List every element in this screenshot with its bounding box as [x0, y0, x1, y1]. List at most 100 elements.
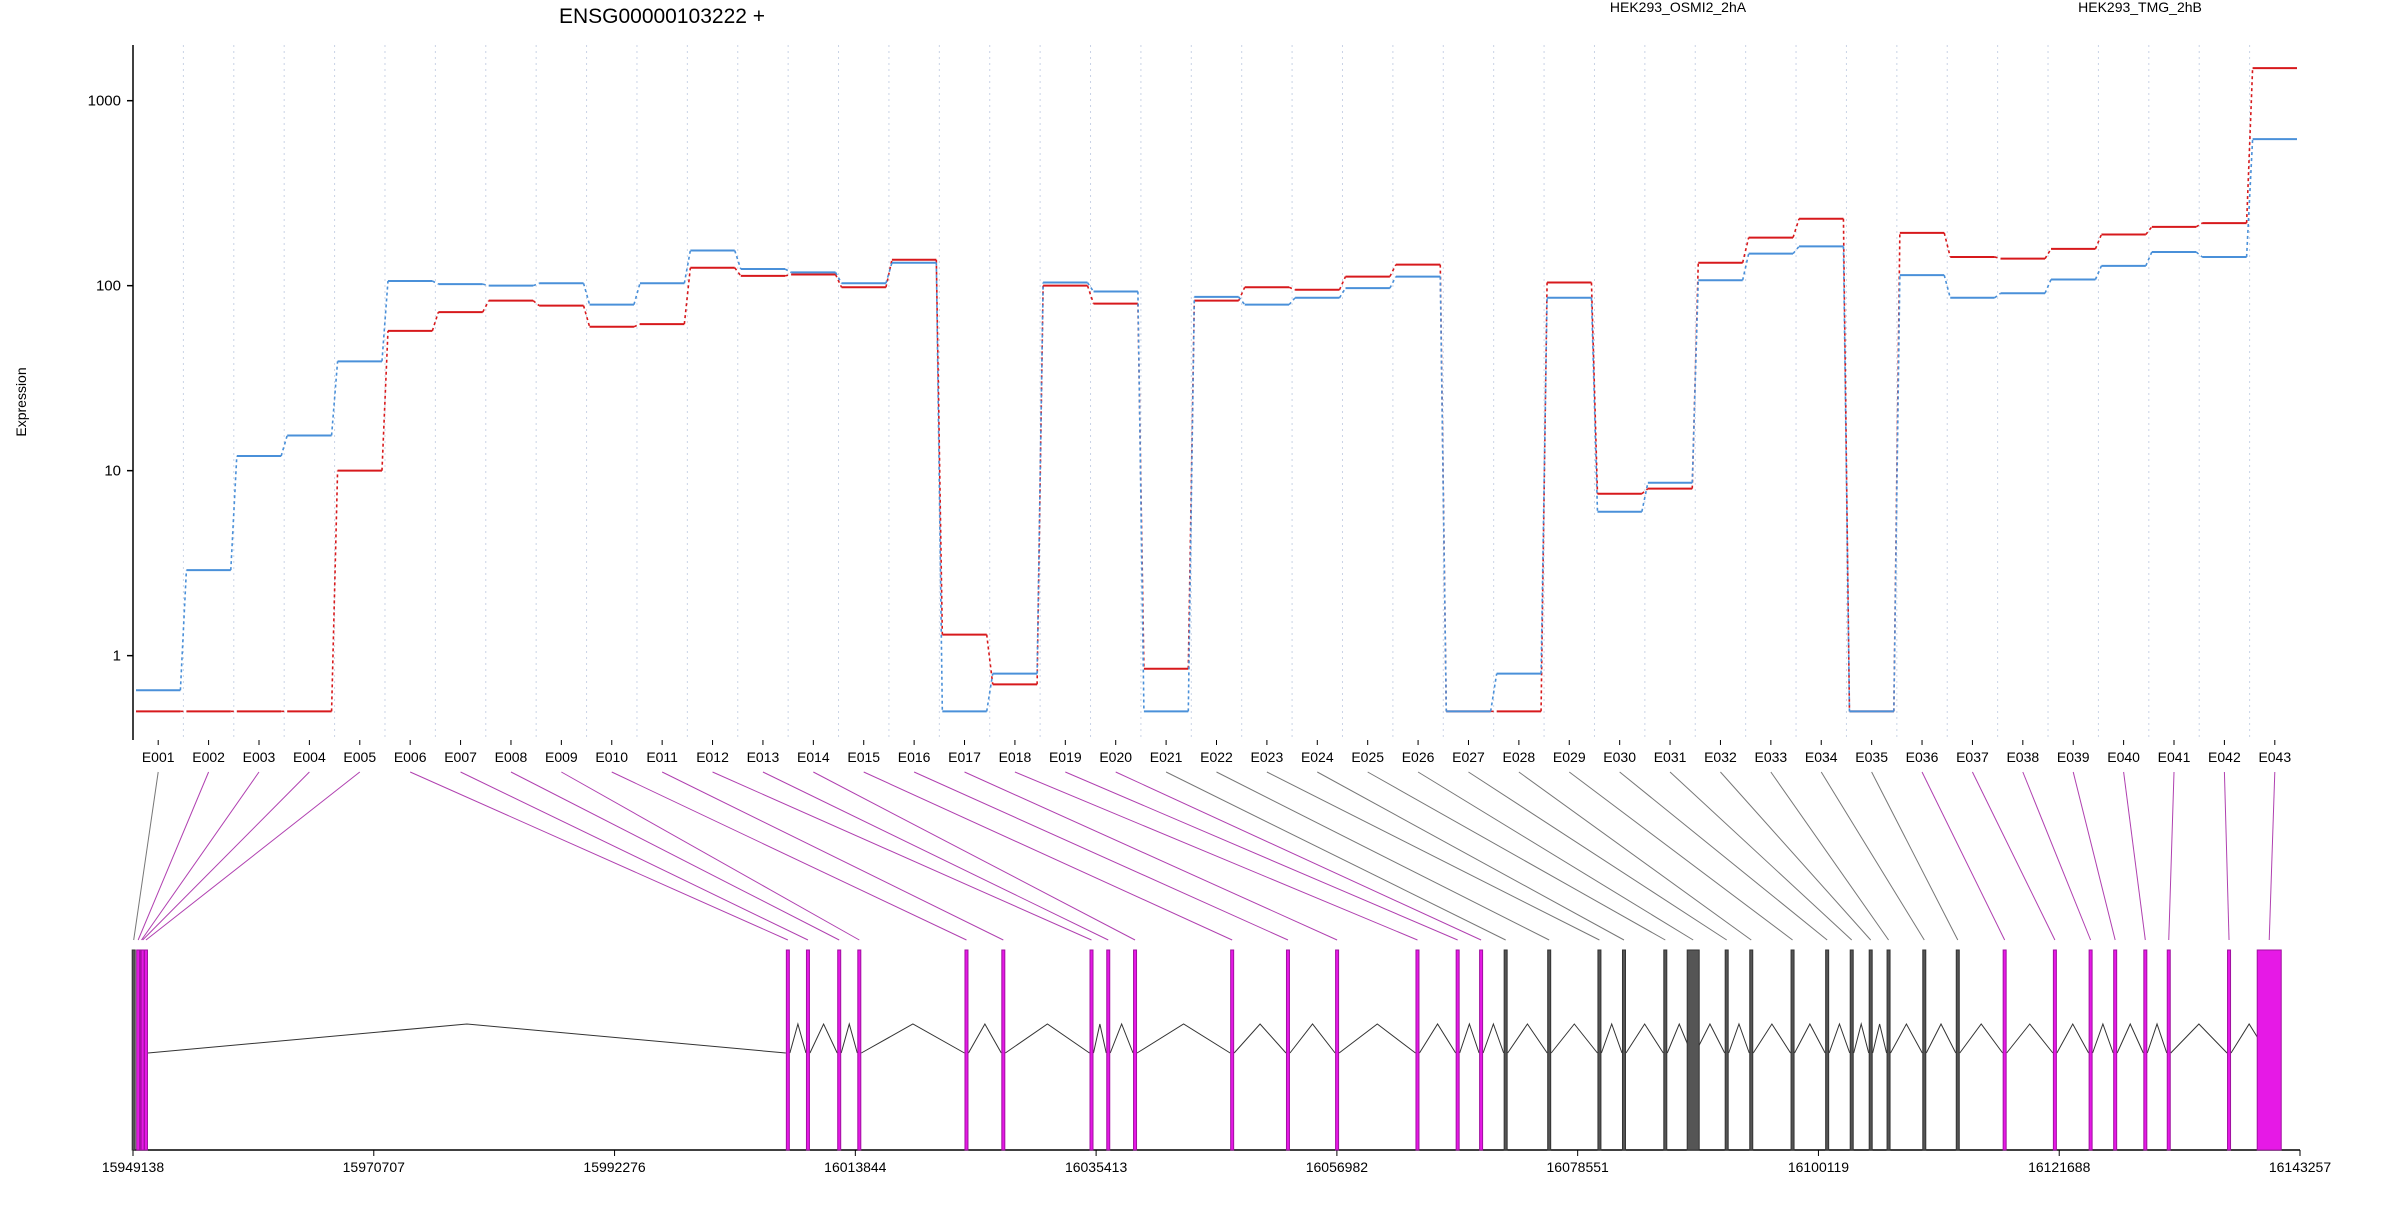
exon-connector: [1216, 771, 1550, 941]
series-connector: [834, 271, 843, 284]
exon-connector: [813, 771, 1136, 941]
genomic-tick-label: 16143257: [2269, 1159, 2332, 1175]
x-tick-label: E039: [2057, 749, 2090, 765]
series-connector: [482, 300, 490, 313]
x-tick-label: E001: [142, 749, 175, 765]
genomic-tick-label: 16013844: [824, 1159, 887, 1175]
intron: [1853, 1022, 1870, 1054]
intron: [1625, 1023, 1664, 1054]
x-tick-label: E003: [243, 749, 276, 765]
series-connector: [834, 274, 843, 288]
series-connector: [280, 435, 288, 457]
exon-block: [131, 949, 136, 1151]
series-connector: [2145, 226, 2153, 236]
series-connector: [985, 634, 994, 685]
series-connector: [885, 259, 893, 288]
exon-connector: [1619, 771, 1828, 941]
x-tick-label: E005: [343, 749, 376, 765]
x-tick-label: E012: [696, 749, 729, 765]
series-connector: [582, 305, 591, 327]
exon-block: [1663, 949, 1668, 1151]
series-connector: [1641, 487, 1649, 495]
series-connector: [2094, 234, 2103, 250]
intron: [1794, 1022, 1826, 1054]
exon-connector: [1165, 771, 1506, 941]
exon-block: [1479, 949, 1484, 1151]
exon-block: [1868, 949, 1873, 1151]
series-connector: [935, 259, 944, 635]
exon-connector: [1971, 771, 2056, 941]
series-connector: [1590, 282, 1599, 494]
exon-connector: [1820, 771, 1925, 941]
series-connector: [1086, 282, 1095, 292]
exon-connector: [964, 771, 1338, 941]
x-tick-label: E041: [2158, 749, 2191, 765]
intron: [1459, 1022, 1480, 1054]
exon-connector: [1518, 771, 1752, 941]
x-tick-label: E028: [1503, 749, 1536, 765]
x-tick-label: E023: [1251, 749, 1284, 765]
series-connector: [2245, 139, 2254, 257]
x-tick-label: E035: [1855, 749, 1888, 765]
exon-connector: [409, 771, 789, 941]
exon-block: [143, 949, 148, 1151]
x-tick-label: E008: [495, 749, 528, 765]
exon-connector: [2168, 771, 2175, 941]
series-connector: [1792, 245, 1800, 255]
series-connector: [1994, 256, 2001, 260]
series-connector: [229, 455, 238, 571]
exon-connector: [2223, 771, 2230, 941]
series-connector: [1741, 253, 1750, 281]
exon-block: [1503, 949, 1508, 1151]
series-connector: [1238, 296, 1246, 306]
y-tick-label: 1000: [88, 93, 121, 110]
exon-block: [1724, 949, 1729, 1151]
genomic-tick-label: 15949138: [102, 1159, 165, 1175]
series-osmi2: [136, 67, 2297, 713]
intron: [1507, 1023, 1548, 1054]
x-tick-label: E027: [1452, 749, 1485, 765]
exon-block: [1230, 949, 1235, 1151]
exon-block: [2113, 949, 2118, 1151]
x-tick-label: E042: [2208, 749, 2241, 765]
x-tick-label: E033: [1754, 749, 1787, 765]
exon-connector: [1417, 771, 1694, 941]
x-tick-label: E029: [1553, 749, 1586, 765]
series-connector: [432, 280, 439, 285]
x-tick-label: E030: [1603, 749, 1636, 765]
x-tick-label: E016: [898, 749, 931, 765]
exon-connector: [561, 771, 860, 941]
x-tick-label: E031: [1654, 749, 1687, 765]
series-connector: [2145, 251, 2153, 267]
series-connector: [1389, 276, 1397, 289]
exon-connector: [1669, 771, 1853, 941]
series-connector: [1792, 218, 1800, 238]
series-connector: [2094, 265, 2103, 280]
intron: [1828, 1022, 1851, 1054]
y-tick-label: 1: [113, 648, 121, 665]
series-connector: [1943, 232, 1952, 258]
exon-block: [2052, 949, 2057, 1151]
exon-connector: [2123, 771, 2146, 941]
genomic-tick-label: 15970707: [343, 1159, 406, 1175]
exon-connector: [611, 771, 967, 941]
exon-connector: [1770, 771, 1889, 941]
x-tick-label: E032: [1704, 749, 1737, 765]
exon-connector: [1871, 771, 1959, 941]
series-connector: [633, 283, 641, 305]
intron: [1419, 1023, 1457, 1054]
series-connector: [1036, 282, 1044, 674]
series-connector: [482, 283, 489, 287]
gene-model: 15949138 15970707 15992276 16013844 16035413…: [102, 771, 2332, 1175]
exon-connector: [141, 771, 260, 941]
exon-connector: [2022, 771, 2092, 941]
series-connector: [1489, 673, 1498, 712]
intron: [1109, 1022, 1134, 1054]
exon-connector: [145, 771, 361, 941]
x-tick-label: E017: [948, 749, 981, 765]
exon-connector: [137, 771, 210, 941]
x-tick-label: E043: [2258, 749, 2291, 765]
series-connector: [935, 262, 944, 712]
exon-block: [1790, 949, 1795, 1151]
